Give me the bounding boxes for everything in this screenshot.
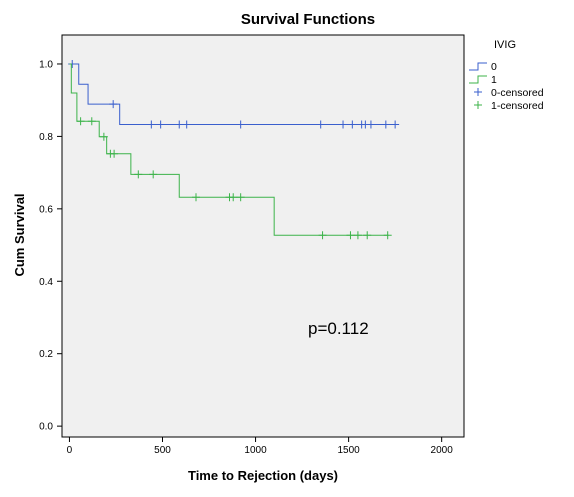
censor-mark-0 <box>348 120 357 129</box>
plot-area <box>61 34 465 438</box>
y-tick-label: 0.0 <box>39 422 53 433</box>
chart-title: Survival Functions <box>241 11 375 28</box>
x-tick-label: 2000 <box>431 445 454 456</box>
censor-mark-0 <box>339 120 348 129</box>
y-axis-label: Cum Survival <box>12 193 27 276</box>
legend-title: IVIG <box>494 39 516 51</box>
y-tick-label: 0.6 <box>39 204 53 215</box>
p-value-annotation: p=0.112 <box>308 319 369 338</box>
x-tick-label: 1000 <box>244 445 267 456</box>
x-tick-label: 1500 <box>337 445 360 456</box>
legend-swatch-0 <box>469 62 487 71</box>
y-tick-label: 0.4 <box>39 277 53 288</box>
censor-mark-0 <box>381 120 390 129</box>
censor-mark-1 <box>353 231 362 240</box>
censor-mark-1 <box>149 170 158 179</box>
censor-mark-0 <box>175 120 184 129</box>
censor-mark-1 <box>192 193 200 202</box>
legend-entry-1-censored: 1-censored <box>491 100 544 112</box>
censor-mark-0 <box>182 120 191 129</box>
censor-mark-1 <box>363 231 372 240</box>
series-layer <box>68 59 400 240</box>
y-axis-ticks: 0.0 0.2 0.4 0.6 0.8 1.0 <box>39 59 62 433</box>
y-tick-label: 0.2 <box>39 349 53 360</box>
x-axis-label: Time to Rejection (days) <box>188 468 338 483</box>
censor-mark-0 <box>316 120 325 129</box>
censor-mark-1 <box>229 193 238 202</box>
censor-mark-1 <box>346 231 355 240</box>
censor-mark-0 <box>109 100 118 109</box>
legend-entry-0-censored: 0-censored <box>491 87 544 99</box>
legend-entry-0: 0 <box>491 61 497 73</box>
censor-mark-1 <box>236 193 245 202</box>
legend-entry-1: 1 <box>491 74 497 86</box>
censor-mark-1 <box>383 231 392 240</box>
censor-mark-0 <box>156 120 165 129</box>
legend-swatch-1 <box>469 75 487 84</box>
x-tick-label: 500 <box>154 445 171 456</box>
x-axis-ticks: 0 500 1000 1500 2000 <box>67 437 454 456</box>
censor-mark-1 <box>99 132 108 141</box>
x-tick-label: 0 <box>67 445 73 456</box>
y-tick-label: 1.0 <box>39 59 53 70</box>
censor-mark-1 <box>76 117 85 126</box>
censor-mark-0 <box>147 120 156 129</box>
y-tick-label: 0.8 <box>39 132 53 143</box>
censor-mark-0 <box>236 120 245 129</box>
survival-curve-0 <box>69 63 397 125</box>
legend-swatch-0-censored <box>474 88 482 96</box>
legend-swatch-1-censored <box>474 101 482 109</box>
censor-mark-1 <box>318 231 327 240</box>
censor-mark-1 <box>110 149 119 158</box>
censor-mark-1 <box>134 170 143 179</box>
censor-mark-1 <box>87 117 96 126</box>
censor-mark-0 <box>391 120 400 129</box>
censor-mark-0 <box>366 120 375 129</box>
